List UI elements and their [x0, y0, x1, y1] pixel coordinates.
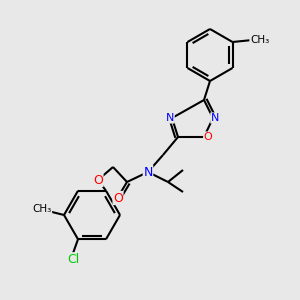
- Text: N: N: [211, 113, 219, 123]
- Text: CH₃: CH₃: [32, 204, 52, 214]
- Text: O: O: [204, 132, 212, 142]
- Text: N: N: [143, 166, 153, 178]
- Text: Cl: Cl: [67, 253, 79, 266]
- Text: O: O: [93, 173, 103, 187]
- Text: CH₃: CH₃: [250, 35, 269, 45]
- Text: O: O: [113, 191, 123, 205]
- Text: N: N: [166, 113, 174, 123]
